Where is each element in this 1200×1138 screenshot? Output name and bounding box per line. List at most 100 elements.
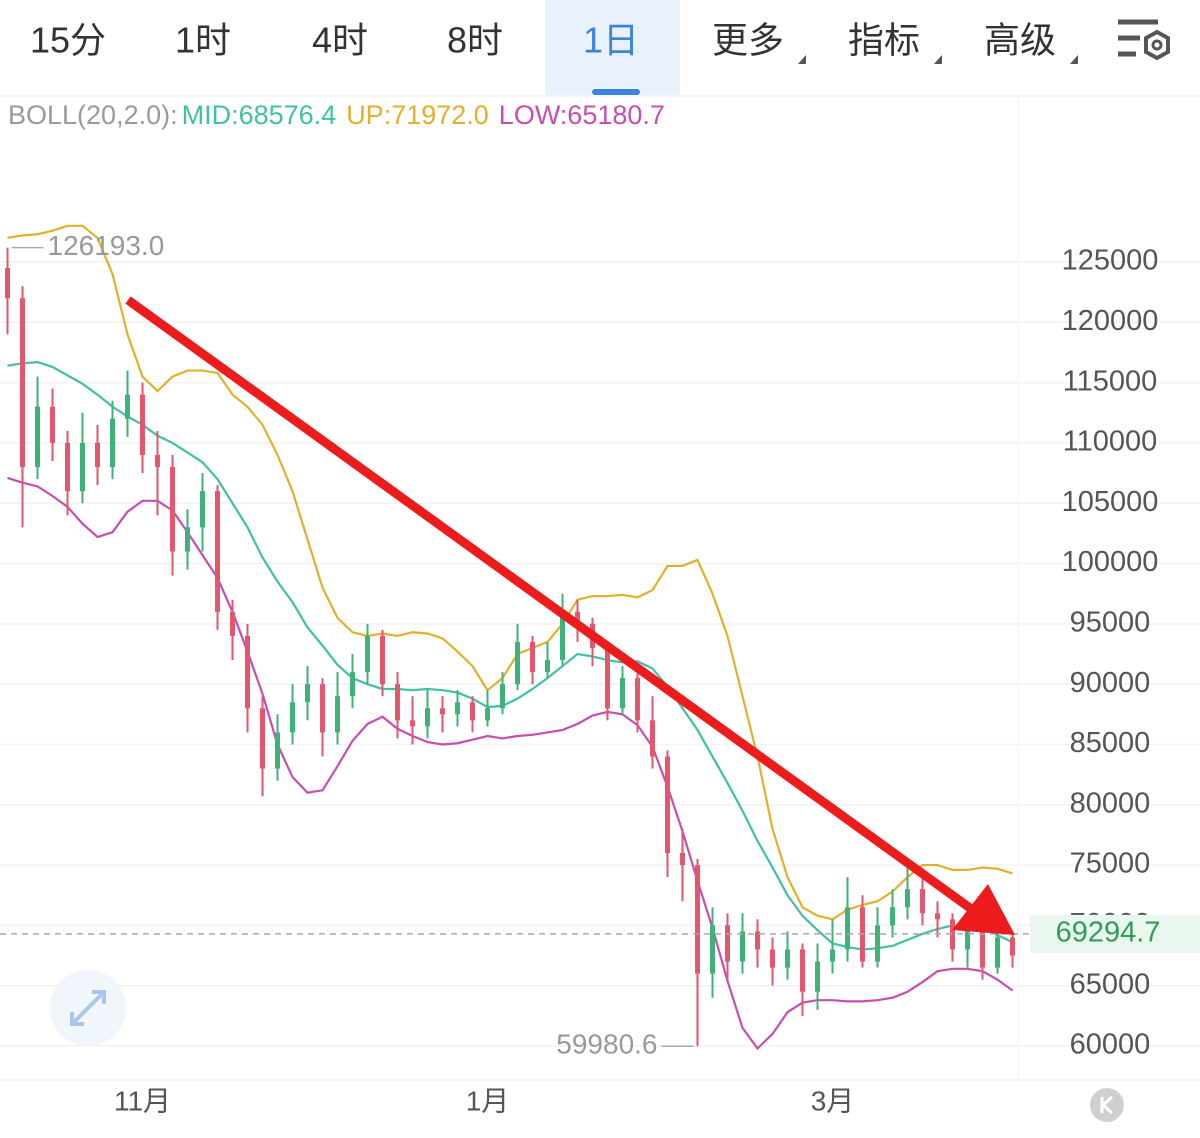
candle-body: [620, 678, 625, 709]
max-label: 126193.0: [48, 230, 165, 261]
candle-body: [500, 684, 505, 709]
indicator-legend: BOLL(20,2.0): MID:68576.4 UP:71972.0 LOW:65…: [8, 100, 665, 130]
candle-body: [65, 442, 70, 492]
y-tick-label: 80000: [1070, 787, 1151, 819]
tab-label[interactable]: 指标: [848, 20, 920, 61]
candle-body: [920, 889, 925, 914]
candle-body: [395, 684, 400, 721]
tab-label[interactable]: 4时: [312, 20, 368, 61]
candle-body: [245, 635, 250, 709]
selected-tab-underline: [592, 89, 640, 95]
x-tick-label: 3月: [811, 1085, 855, 1116]
candle-body: [380, 635, 385, 685]
candle-body: [605, 647, 610, 709]
tab-label[interactable]: 高级: [984, 20, 1056, 61]
candle-body: [950, 919, 955, 950]
legend-entry: BOLL(20,2.0):: [8, 100, 178, 130]
candle-body: [650, 720, 655, 757]
y-tick-label: 120000: [1062, 305, 1159, 337]
dropdown-triangle: [934, 55, 942, 64]
candle-body: [305, 684, 310, 703]
candle-body: [260, 708, 265, 769]
candle-body: [320, 684, 325, 733]
candle-body: [890, 907, 895, 926]
candle-body: [140, 394, 145, 455]
tab-label[interactable]: 更多: [712, 20, 784, 61]
candle-body: [485, 708, 490, 721]
candle-body: [740, 931, 745, 962]
settings-icon[interactable]: [1118, 19, 1170, 61]
y-tick-label: 105000: [1062, 486, 1159, 518]
legend-entry: LOW:65180.7: [499, 100, 665, 130]
dropdown-triangle: [798, 55, 806, 64]
candle-body: [980, 925, 985, 968]
candle-body: [335, 696, 340, 733]
trend-arrow: [125, 296, 1015, 935]
candle-body: [725, 925, 730, 962]
candle-body: [530, 641, 535, 673]
candle-body: [5, 268, 10, 299]
candle-body: [80, 442, 85, 492]
candle-body: [215, 491, 220, 612]
candle-body: [185, 527, 190, 552]
candle-body: [425, 708, 430, 727]
legend-entry: MID:68576.4: [182, 100, 337, 130]
candle-body: [275, 732, 280, 769]
expand-button[interactable]: [50, 970, 126, 1046]
y-tick-label: 115000: [1063, 365, 1158, 397]
current-price-box: [1030, 914, 1200, 953]
candle-body: [845, 907, 850, 950]
candle-body: [50, 406, 55, 443]
candle-body: [815, 961, 820, 992]
min-label: 59980.6: [556, 1029, 657, 1060]
candle-body: [455, 702, 460, 715]
candle-body: [905, 889, 910, 908]
candle-body: [830, 949, 835, 962]
y-tick-label: 90000: [1070, 667, 1151, 699]
candle-body: [680, 853, 685, 866]
y-tick-label: 125000: [1062, 245, 1159, 277]
y-tick-label: 100000: [1062, 546, 1159, 578]
candle-body: [785, 949, 790, 968]
x-tick-label: 11月: [114, 1085, 171, 1116]
candle-body: [965, 925, 970, 950]
candle-body: [200, 491, 205, 528]
candle-body: [440, 708, 445, 715]
candle-body: [545, 660, 550, 673]
dropdown-triangle: [1070, 55, 1078, 64]
tab-label[interactable]: 1时: [175, 20, 231, 61]
candle-body: [935, 913, 940, 920]
y-tick-label: 85000: [1070, 727, 1151, 759]
candle-body: [125, 394, 130, 419]
tab-label[interactable]: 1日: [583, 20, 639, 61]
candle-body: [95, 442, 100, 468]
candle-body: [770, 949, 775, 968]
y-tick-label: 60000: [1070, 1029, 1151, 1061]
candle-body: [230, 611, 235, 636]
candle-body: [290, 702, 295, 733]
k-button[interactable]: [1090, 1088, 1124, 1122]
candle-body: [35, 406, 40, 468]
candle-body: [110, 418, 115, 468]
candle-body: [350, 672, 355, 697]
candle-body: [20, 298, 25, 468]
candle-body: [665, 756, 670, 854]
tab-label[interactable]: 8时: [447, 20, 503, 61]
candle-body: [470, 702, 475, 721]
x-tick-label: 1月: [466, 1085, 510, 1116]
candle-body: [575, 611, 580, 624]
current-price-label: 69294.7: [1056, 917, 1161, 949]
candle-body: [710, 925, 715, 974]
selected-tab-bg: [545, 0, 680, 95]
y-tick-label: 110000: [1063, 426, 1158, 458]
tab-label[interactable]: 15分: [30, 20, 106, 61]
y-tick-label: 65000: [1070, 968, 1151, 1000]
candle-body: [1010, 937, 1015, 956]
candle-body: [155, 454, 160, 468]
candle-body: [365, 635, 370, 673]
legend-entry: UP:71972.0: [346, 100, 489, 130]
candle-body: [755, 931, 760, 950]
candle-body: [410, 720, 415, 727]
y-tick-label: 75000: [1070, 848, 1151, 880]
